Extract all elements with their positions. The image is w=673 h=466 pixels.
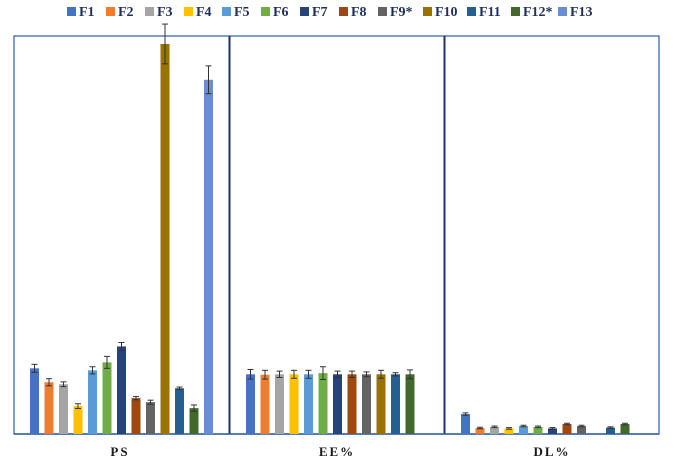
bars-group (30, 43, 630, 435)
bar (533, 426, 543, 434)
legend-label-f10: F10 (435, 5, 458, 20)
bar (189, 408, 199, 434)
legend-label-f5: F5 (234, 5, 250, 20)
legend-swatch-f3 (145, 7, 154, 16)
legend-label-f12-star: F12* (523, 5, 553, 20)
bar (289, 374, 299, 434)
bar (405, 374, 415, 434)
legend-swatch-f10 (423, 7, 432, 16)
bar (131, 398, 141, 434)
bar (475, 428, 485, 434)
bar (318, 373, 328, 434)
bar (519, 426, 528, 434)
bar (246, 374, 255, 434)
bar (333, 374, 342, 434)
legend-label-f3: F3 (157, 5, 173, 20)
legend-swatch-f7 (300, 7, 309, 16)
bar (88, 370, 97, 434)
legend-label-f4: F4 (196, 5, 212, 20)
legend-swatch-f1 (67, 7, 76, 16)
bar (73, 406, 83, 434)
bar (461, 414, 470, 434)
bar (504, 428, 514, 434)
bar (59, 384, 68, 434)
bar (146, 402, 155, 434)
legend-label-f8: F8 (351, 5, 367, 20)
legend-swatch-f9-star (378, 7, 387, 16)
legend-swatch-f8 (339, 7, 348, 16)
legend-label-f7: F7 (312, 5, 328, 20)
category-labels: PS EE% DL% (110, 444, 570, 459)
bar (577, 426, 586, 434)
category-label-ps: PS (110, 444, 129, 459)
bar (260, 374, 270, 434)
legend-swatch-f12-star (511, 7, 520, 16)
legend-label-f2: F2 (118, 5, 134, 20)
legend-label-f9-star: F9* (390, 5, 413, 20)
legend-swatch-f4 (184, 7, 193, 16)
bar (175, 388, 184, 434)
legend-swatch-f5 (222, 7, 231, 16)
bar (117, 346, 126, 434)
bar (391, 374, 400, 434)
legend: F1 F2 F3 F4 F5 F6 F7 F8 F9* F10 F11 F12* F13 (67, 5, 593, 20)
bar (275, 374, 284, 434)
bar (376, 374, 386, 434)
category-label-ee-pct: EE% (319, 444, 355, 459)
legend-swatch-f11 (467, 7, 476, 16)
bar (160, 43, 170, 435)
legend-swatch-f2 (106, 7, 115, 16)
bar (30, 368, 39, 434)
legend-label-f11: F11 (479, 5, 501, 20)
bar (44, 382, 54, 434)
bar (548, 428, 557, 434)
bar (347, 374, 357, 434)
legend-swatch-f6 (261, 7, 270, 16)
bar (304, 374, 313, 434)
category-label-dl-pct: DL% (533, 444, 570, 459)
bar (204, 79, 213, 434)
bar (362, 374, 371, 434)
legend-label-f6: F6 (273, 5, 289, 20)
bar (620, 424, 630, 434)
legend-label-f13: F13 (570, 5, 593, 20)
bar (606, 427, 615, 434)
legend-label-f1: F1 (79, 5, 95, 20)
bar (102, 362, 112, 434)
bar (562, 424, 572, 434)
bar (490, 426, 499, 434)
legend-swatch-f13 (558, 7, 567, 16)
error-bars-group (31, 23, 628, 430)
